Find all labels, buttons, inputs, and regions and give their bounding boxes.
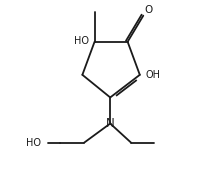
Text: N: N [106,117,115,130]
Text: OH: OH [145,70,160,80]
Text: O: O [144,5,152,15]
Text: HO: HO [26,138,41,148]
Text: HO: HO [74,36,89,46]
